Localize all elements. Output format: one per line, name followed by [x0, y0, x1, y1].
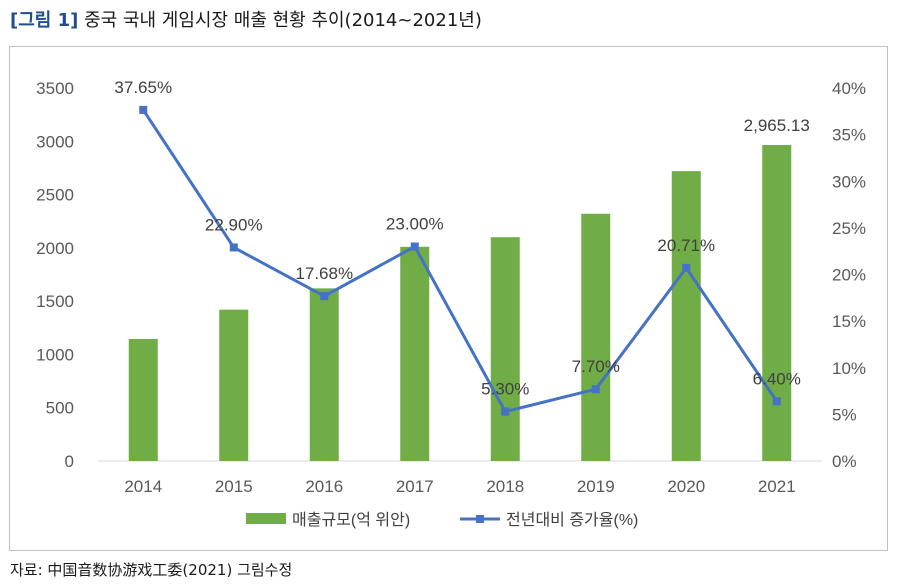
line-data-label: 20.71% [657, 236, 715, 255]
line-data-label: 5.30% [481, 380, 529, 399]
x-tick-label: 2014 [124, 477, 162, 496]
y-left-tick-label: 3500 [36, 79, 74, 98]
figure-title: [그림 1] 중국 국내 게임시장 매출 현황 추이(2014~2021년) [10, 6, 482, 32]
line-data-label: 37.65% [114, 78, 172, 97]
y-right-tick-label: 5% [832, 405, 857, 424]
bar [128, 338, 158, 461]
x-tick-label: 2018 [486, 477, 524, 496]
line-point [229, 243, 238, 252]
line-data-label: 6.40% [753, 369, 801, 388]
x-tick-label: 2019 [577, 477, 615, 496]
x-tick-label: 2016 [305, 477, 343, 496]
legend-label-line: 전년대비 증가율(%) [506, 511, 638, 529]
y-right-tick-label: 15% [832, 312, 866, 331]
line-point [410, 242, 419, 251]
line-data-label: 22.90% [205, 215, 263, 234]
bar-data-label: 2,965.13 [744, 116, 810, 135]
figure-title-text: 중국 국내 게임시장 매출 현황 추이(2014~2021년) [84, 10, 482, 31]
bar [219, 309, 249, 461]
y-left-tick-label: 0 [65, 452, 74, 471]
y-right-tick-label: 30% [832, 172, 866, 191]
line-data-label: 7.70% [572, 357, 620, 376]
bar [762, 145, 792, 461]
y-right-tick-label: 20% [832, 266, 866, 285]
combo-chart: 0 500 1000 1500 2000 2500 3000 3500 0% 5% 10% 15% 20… [36, 78, 866, 529]
bar [400, 246, 430, 461]
y-left-tick-label: 3000 [36, 132, 74, 151]
line-point [320, 292, 329, 301]
line-data-label: 23.00% [386, 215, 444, 234]
legend-swatch-marker [476, 515, 484, 523]
x-tick-label: 2020 [667, 477, 705, 496]
bar [671, 171, 701, 461]
y-right-tick-label: 35% [832, 126, 866, 145]
y-left-tick-label: 500 [46, 399, 74, 418]
line-point [682, 263, 691, 272]
y-right-tick-label: 40% [832, 79, 866, 98]
legend-label-bar: 매출규모(억 위안) [292, 511, 410, 529]
bar [309, 288, 339, 461]
y-left-tick-label: 1000 [36, 345, 74, 364]
line-data-label: 17.68% [295, 264, 353, 283]
line-point [139, 105, 148, 114]
y-left-tick-label: 1500 [36, 292, 74, 311]
x-tick-label: 2015 [215, 477, 253, 496]
x-tick-label: 2017 [396, 477, 434, 496]
line-point [501, 407, 510, 416]
source-note: 자료: 中国音数协游戏工委(2021) 그림수정 [10, 561, 293, 579]
line-point [772, 397, 781, 406]
bar [490, 237, 520, 461]
legend-swatch-bar [246, 513, 286, 524]
x-tick-label: 2021 [758, 477, 796, 496]
bar [581, 213, 611, 461]
figure-label: [그림 1] [10, 10, 79, 31]
y-right-tick-label: 25% [832, 219, 866, 238]
y-left-tick-label: 2500 [36, 186, 74, 205]
y-right-tick-label: 0% [832, 452, 857, 471]
line-point [591, 385, 600, 394]
y-left-tick-label: 2000 [36, 239, 74, 258]
growth-line [141, 109, 778, 414]
chart-frame: 0 500 1000 1500 2000 2500 3000 3500 0% 5% 10% 15% 20… [9, 46, 888, 551]
y-right-tick-label: 10% [832, 359, 866, 378]
